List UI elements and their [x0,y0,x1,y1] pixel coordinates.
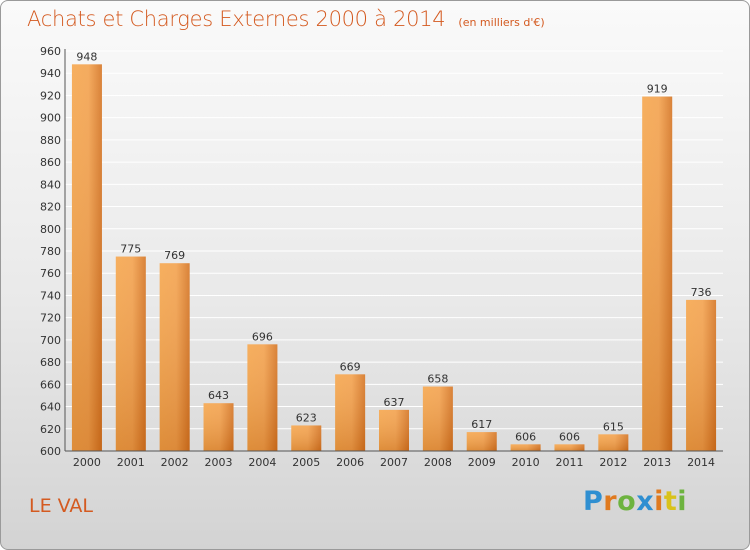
x-tick-label: 2008 [424,456,452,469]
bar-shade [466,432,497,451]
data-label: 736 [691,286,712,299]
chart-subtitle: (en milliers d'€) [458,16,545,29]
bar-shade [159,263,190,451]
y-tick-label: 840 [40,178,61,191]
y-tick-label: 680 [40,356,61,369]
data-label: 606 [515,430,536,443]
bar-shade [598,434,629,451]
data-label: 617 [471,418,492,431]
data-label: 696 [252,330,273,343]
bar-shade [422,386,453,451]
x-tick-label: 2001 [117,456,145,469]
y-tick-label: 820 [40,201,61,214]
x-tick-label: 2006 [336,456,364,469]
data-label: 775 [120,243,141,256]
y-tick-label: 920 [40,89,61,102]
logo-letter: P [583,486,604,517]
logo-letter: o [617,486,637,517]
data-label: 615 [603,420,624,433]
y-tick-label: 700 [40,334,61,347]
bar-shade [71,64,102,452]
data-label: 669 [340,360,361,373]
proxiti-logo[interactable]: Proxiti [583,486,687,517]
data-labels: 948 775 769 643 696 623 669 637 658 617 606 606 615 9… [76,50,711,443]
bar-shade [642,96,673,452]
y-tick-label: 600 [40,445,61,458]
x-tick-label: 2012 [599,456,627,469]
y-tick-label: 620 [40,423,61,436]
x-tick-label: 2002 [161,456,189,469]
x-tick-label: 2000 [73,456,101,469]
y-tick-label: 860 [40,156,61,169]
bar-shade [291,425,322,451]
x-tick-label: 2013 [643,456,671,469]
logo-letter: i [654,486,664,517]
place-label: LE VAL [29,495,93,517]
bar-shade [686,299,717,451]
bar-shade [379,409,409,451]
x-tick-labels: 2000 2001 2002 2003 2004 2005 2006 2007 2008 2009… [73,456,715,469]
x-tick-label: 2003 [205,456,233,469]
y-tick-label: 880 [40,134,61,147]
bar-shade [510,444,541,451]
data-label: 623 [296,411,317,424]
y-tick-label: 940 [40,67,61,80]
bar-shade [203,403,234,451]
x-tick-label: 2007 [380,456,408,469]
logo-letter: r [603,486,618,517]
x-tick-label: 2014 [687,456,715,469]
data-label: 637 [384,396,405,409]
y-tick-label: 760 [40,267,61,280]
y-tick-label: 740 [40,289,61,302]
data-label: 769 [164,249,185,262]
y-tick-label: 900 [40,112,61,125]
data-label: 919 [647,83,668,96]
y-tick-label: 800 [40,223,61,236]
logo-letter: x [636,486,655,517]
y-tick-label: 660 [40,378,61,391]
chart-title: Achats et Charges Externes 2000 à 2014 (… [27,7,545,31]
bar-shade [554,444,585,451]
data-label: 643 [208,389,229,402]
chart-title-text: Achats et Charges Externes 2000 à 2014 [27,7,446,31]
data-label: 658 [427,373,448,386]
y-tick-label: 960 [40,45,61,58]
y-tick-labels: 600 620 640 660 680 700 720 740 760 780 800 820 840 8… [40,45,61,458]
y-tick-label: 640 [40,401,61,414]
bar-shade [247,344,278,451]
bar-shade [115,256,146,451]
bars [71,64,717,452]
data-label: 606 [559,430,580,443]
y-tick-label: 780 [40,245,61,258]
axes [64,49,723,452]
logo-letter: i [677,486,688,517]
x-tick-label: 2011 [555,456,583,469]
y-tick-label: 720 [40,312,61,325]
x-tick-label: 2004 [248,456,276,469]
x-tick-label: 2010 [512,456,540,469]
x-tick-label: 2005 [292,456,320,469]
data-label: 948 [76,50,97,63]
bar-shade [335,374,366,451]
logo-letter: t [663,486,678,517]
x-tick-label: 2009 [468,456,496,469]
